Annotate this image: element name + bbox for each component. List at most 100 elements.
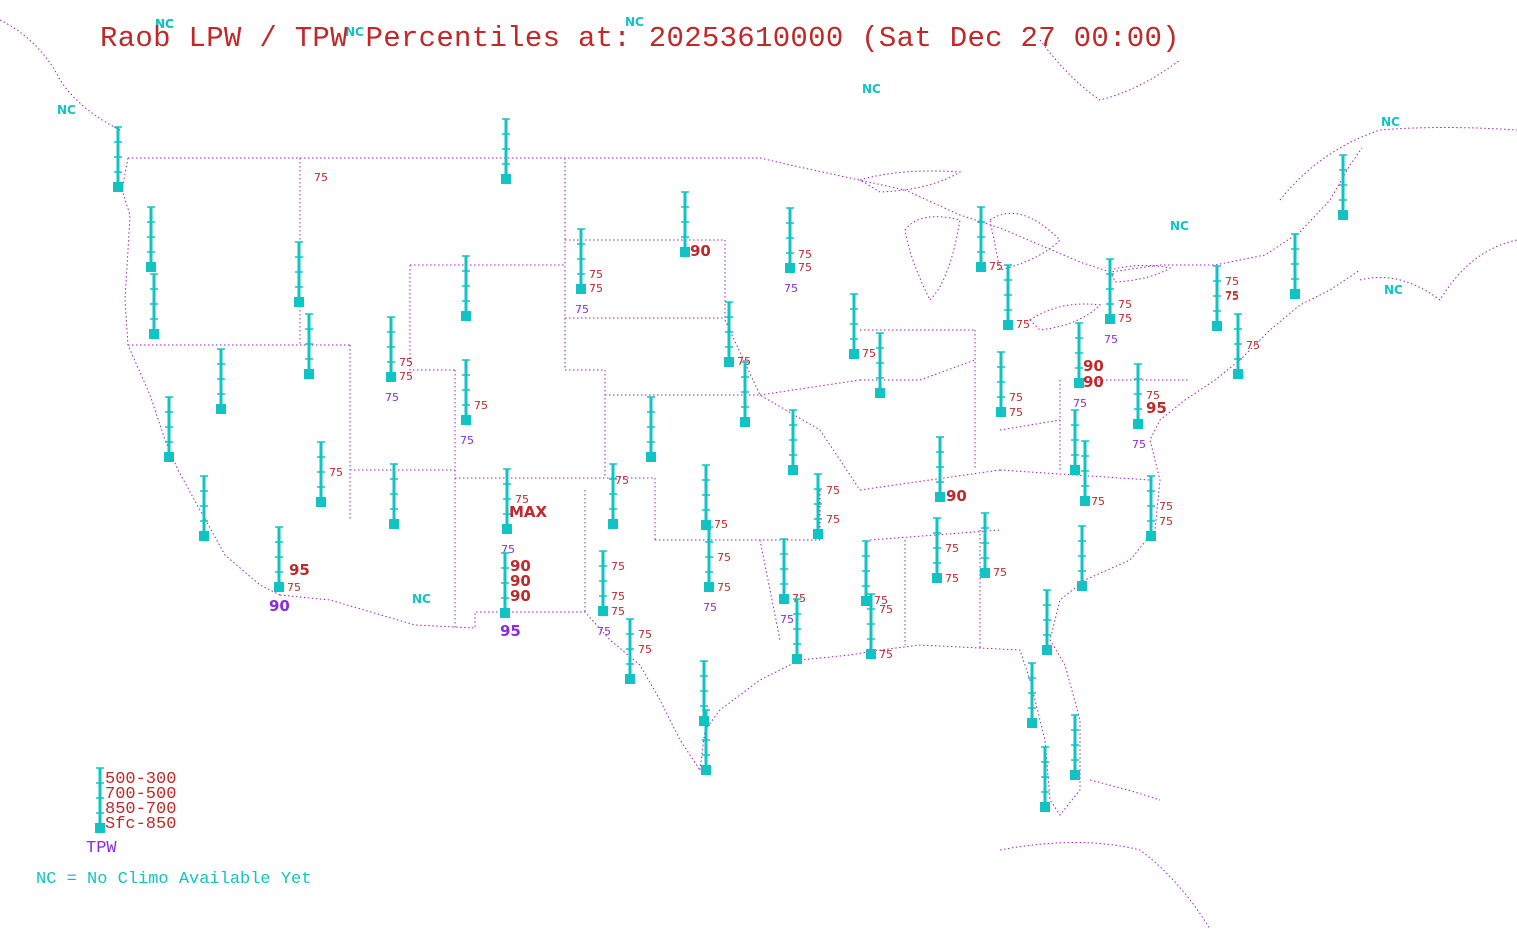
level-percentile-label: 75 — [589, 282, 603, 295]
station-s12 — [216, 348, 226, 414]
level-percentile-label: 90 — [510, 572, 531, 590]
level-percentile-label: 75 — [945, 542, 959, 555]
station-marker — [980, 568, 990, 578]
level-percentile-label: 75 — [798, 261, 812, 274]
tpw-percentile-label: 75 — [703, 601, 717, 614]
tpw-percentile-label: 75 — [1132, 438, 1146, 451]
nc-label: NC — [57, 103, 76, 117]
level-percentile-label: 75 — [287, 581, 301, 594]
level-percentile-label: 75 — [638, 643, 652, 656]
station-marker — [1070, 465, 1080, 475]
station-marker — [389, 519, 399, 529]
tpw-percentile-label: 75 — [1104, 333, 1118, 346]
level-percentile-label: 75 — [611, 560, 625, 573]
station-marker — [935, 492, 945, 502]
station-s08 — [461, 255, 471, 321]
station-marker — [1077, 581, 1087, 591]
level-percentile-label: 75 — [879, 648, 893, 661]
station-marker — [461, 415, 471, 425]
level-percentile-label: 75 — [993, 566, 1007, 579]
station-marker — [1338, 210, 1348, 220]
station-marker — [461, 311, 471, 321]
station-marker — [740, 417, 750, 427]
station-marker — [785, 263, 795, 273]
station-s47: 75 — [861, 540, 888, 607]
station-s38: 75 75 — [813, 473, 840, 539]
station-marker — [792, 654, 802, 664]
level-percentile-label: 75 — [638, 628, 652, 641]
station-s23: 75 — [1003, 264, 1030, 331]
level-percentile-label: 75 — [1118, 312, 1132, 325]
station-marker — [576, 284, 586, 294]
level-percentile-label: 75 — [989, 260, 1003, 273]
station-marker — [1074, 378, 1084, 388]
tpw-percentile-label: 75 — [1073, 397, 1087, 410]
station-s29 — [1338, 154, 1348, 220]
station-s36: 75 — [701, 464, 728, 531]
station-marker — [199, 531, 209, 541]
station-marker — [625, 674, 635, 684]
station-marker — [701, 520, 711, 530]
station-marker — [724, 357, 734, 367]
station-marker — [500, 608, 510, 618]
level-percentile-label: 75 — [611, 605, 625, 618]
great-lakes — [858, 170, 1172, 331]
level-percentile-label: 75 — [1225, 275, 1239, 288]
station-s22: 75 — [976, 206, 1003, 273]
station-s13 — [164, 396, 174, 462]
level-percentile-label: 75 — [474, 399, 488, 412]
station-s03 — [149, 273, 159, 339]
level-percentile-label: 75 — [314, 171, 328, 184]
level-percentile-label: 75 — [1159, 500, 1173, 513]
legend-stick-icon — [95, 767, 105, 833]
canada-border — [128, 147, 1363, 273]
legend-level-sfc-850: Sfc-850 — [105, 815, 176, 834]
station-marker — [149, 329, 159, 339]
nc-label: NC — [1384, 283, 1403, 297]
legend-level-850-700: 850-700 — [105, 800, 176, 819]
station-marker — [1040, 802, 1050, 812]
level-percentile-label: 75 — [826, 513, 840, 526]
station-marker — [608, 519, 618, 529]
station-marker — [304, 369, 314, 379]
level-percentile-label: 75 — [399, 370, 413, 383]
station-s40 — [1070, 409, 1080, 475]
station-s18 — [646, 396, 656, 462]
station-marker — [1070, 770, 1080, 780]
level-percentile-label: 90 — [946, 487, 967, 505]
station-s35 — [199, 475, 209, 541]
nc-label: NC — [155, 17, 174, 31]
station-marker — [1133, 419, 1143, 429]
station-s17 — [788, 409, 798, 475]
nc-label: NC — [1381, 115, 1400, 129]
station-marker — [501, 174, 511, 184]
legend-stick — [95, 767, 105, 833]
station-s39: 75 — [1080, 440, 1105, 508]
nc-label: NC — [1170, 219, 1189, 233]
level-percentile-label: 75 — [1016, 318, 1030, 331]
station-s01 — [113, 126, 123, 192]
level-percentile-label: 75 — [1091, 495, 1105, 508]
station-s27: 75 — [1233, 313, 1260, 379]
station-s15: 75 — [724, 301, 751, 368]
station-marker — [646, 452, 656, 462]
tpw-percentile-label: 75 — [780, 613, 794, 626]
station-marker — [164, 452, 174, 462]
level-percentile-label: 90 — [510, 587, 531, 605]
nc-label: NC — [155, 17, 174, 31]
station-marker — [1003, 320, 1013, 330]
station-marker — [866, 649, 876, 659]
station-marker — [932, 573, 942, 583]
station-s34: 75 — [608, 463, 629, 529]
station-s59 — [701, 709, 711, 775]
pacific-coast — [121, 157, 281, 596]
station-marker — [996, 407, 1006, 417]
level-percentile-label: 75 — [1146, 389, 1160, 402]
station-s51 — [792, 598, 802, 664]
